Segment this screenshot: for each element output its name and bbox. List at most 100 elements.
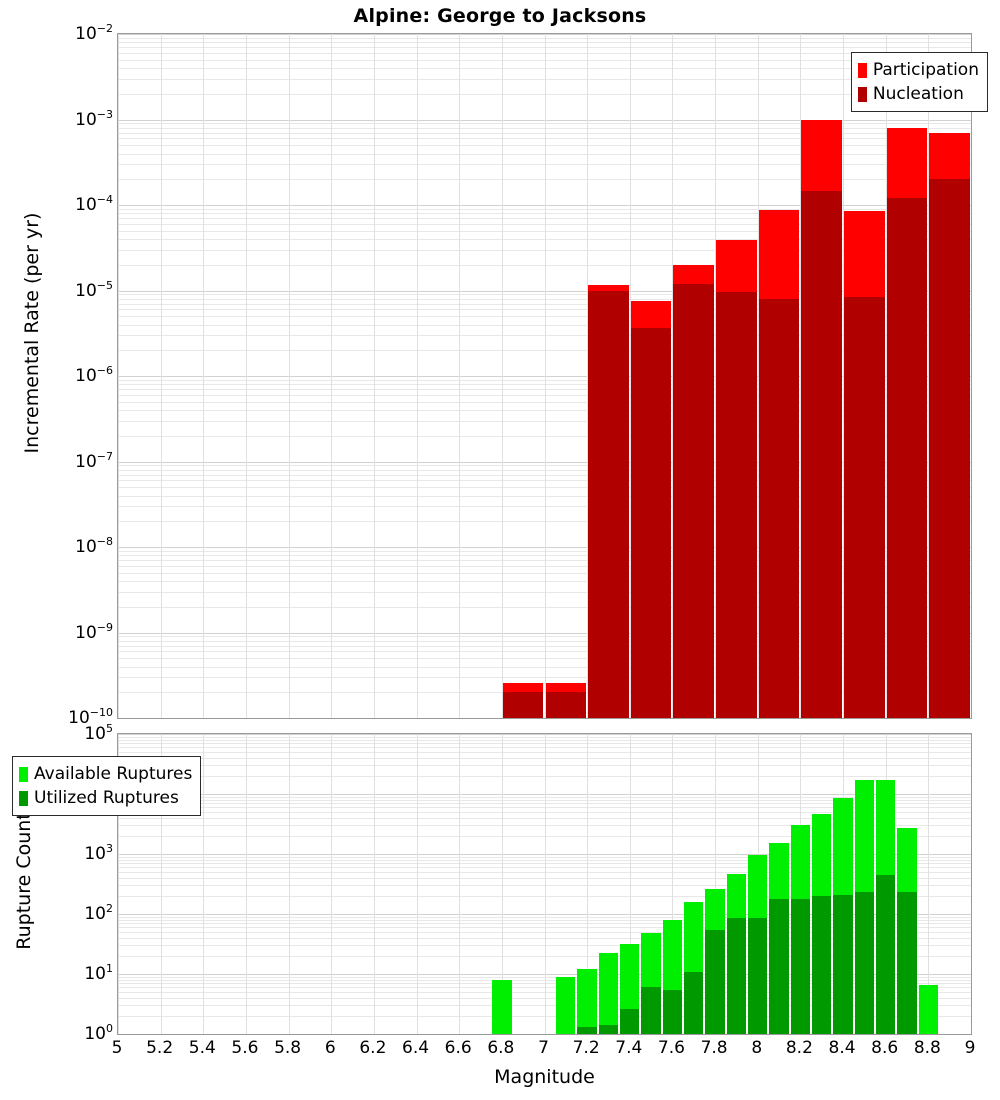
x-axis-tick-label: 6.2 [359, 1038, 387, 1058]
y-axis-tick-label: 10−6 [75, 364, 113, 386]
legend-label-nucleation: Nucleation [872, 83, 964, 104]
grid-line-vertical [544, 34, 546, 718]
grid-line-vertical [715, 34, 717, 718]
bar [705, 889, 725, 1034]
y-axis-tick-label: 100 [84, 1022, 113, 1044]
grid-line-vertical [331, 734, 333, 1034]
bar-segment [705, 929, 725, 1034]
y-axis-tick-label: 105 [84, 722, 113, 744]
bar [641, 933, 661, 1034]
grid-line-vertical [373, 734, 375, 1034]
x-axis-tick-label: 7.6 [657, 1038, 685, 1058]
legend-item-nucleation[interactable]: Nucleation [857, 82, 979, 106]
x-axis-ticks: 5 5.2 5.4 5.6 5.8 6 6.2 6.4 6.6 6.8 7 7.2 7.4 7.6 7.8 8… [112, 1038, 976, 1062]
legend-item-utilized-ruptures[interactable]: Utilized Ruptures [19, 786, 192, 810]
rupture-count-plot [117, 733, 972, 1035]
x-axis-tick-label: 6.8 [487, 1038, 515, 1058]
bar-segment [684, 971, 704, 1034]
bar-segment [673, 283, 715, 718]
grid-line-vertical [160, 34, 162, 718]
grid-line-vertical [245, 734, 247, 1034]
bar [630, 301, 672, 718]
x-axis-tick-label: 7.8 [700, 1038, 728, 1058]
legend-item-participation[interactable]: Participation [857, 58, 979, 82]
bar-segment [876, 875, 896, 1034]
x-axis-tick-label: 5.2 [146, 1038, 174, 1058]
bar-segment [598, 1025, 619, 1034]
bar-segment [545, 692, 587, 718]
y-axis-tick-label: 10−10 [68, 706, 113, 728]
bar-segment [758, 298, 800, 718]
legend-item-available-ruptures[interactable]: Available Ruptures [19, 762, 192, 786]
grid-line-vertical [203, 34, 205, 718]
bar [854, 780, 875, 1034]
grid-line-vertical [800, 34, 802, 718]
bar-segment [716, 292, 757, 718]
utilized-ruptures-swatch [19, 790, 28, 806]
x-axis-tick-label: 8 [751, 1038, 763, 1058]
bar [588, 285, 629, 718]
x-axis-label: Magnitude [494, 1066, 595, 1088]
y-axis-tick-label: 10−2 [75, 22, 113, 44]
grid-line [118, 1034, 971, 1035]
grid-line-vertical [459, 734, 461, 1034]
grid-line-vertical [288, 34, 290, 718]
grid-line-vertical [501, 34, 503, 718]
x-axis-tick-label: 7 [538, 1038, 549, 1058]
y-axis-tick-label: 10−3 [75, 107, 113, 130]
grid-line-vertical [118, 734, 119, 1034]
x-axis-tick-label: 6.6 [444, 1038, 472, 1058]
x-axis-tick-label: 8.4 [828, 1038, 856, 1058]
bar [502, 682, 544, 718]
grid-line-vertical [971, 734, 972, 1034]
grid-line-vertical [416, 34, 418, 718]
grid-line-vertical [629, 34, 631, 718]
y-axis-tick-label: 101 [84, 962, 113, 984]
available-ruptures-swatch [19, 766, 28, 782]
bar [812, 814, 832, 1034]
grid-line-vertical [629, 734, 631, 1034]
page-title: Alpine: George to Jacksons [353, 5, 647, 27]
grid-line-vertical [672, 734, 674, 1034]
grid-line-vertical [118, 34, 119, 718]
bar [662, 919, 683, 1034]
x-axis-tick-label: 8.2 [785, 1038, 813, 1058]
bar [897, 828, 917, 1034]
bar-segment [833, 894, 853, 1034]
grid-line-vertical [203, 734, 205, 1034]
incremental-rate-plot [117, 33, 972, 719]
bar [556, 976, 576, 1034]
grid-line-vertical [373, 34, 375, 718]
y-axis-label-top: Incremental Rate (per yr) [21, 212, 43, 454]
bar [545, 682, 587, 718]
bar [673, 264, 715, 718]
bar-segment [502, 692, 544, 718]
bar-segment [929, 179, 970, 718]
y-axis-tick-label: 10−9 [75, 620, 113, 643]
grid-line-vertical [501, 734, 503, 1034]
grid-line-vertical [672, 34, 674, 718]
bar [833, 798, 853, 1034]
bar [790, 825, 811, 1034]
x-axis-tick-label: 5.4 [188, 1038, 216, 1058]
bar [620, 943, 640, 1034]
bar-segment [769, 898, 789, 1034]
legend-top: Participation Nucleation [850, 52, 988, 112]
bar [758, 209, 800, 718]
y-axis-tick-label: 10−4 [75, 193, 113, 215]
grid-line-vertical [715, 734, 717, 1034]
x-axis-tick-label: 5.6 [231, 1038, 259, 1058]
bar-segment [897, 892, 917, 1034]
grid-line [118, 718, 971, 719]
bar [886, 127, 928, 718]
grid-line-vertical [544, 734, 546, 1034]
bar [801, 119, 843, 718]
grid-line-vertical [843, 34, 845, 718]
grid-line-vertical [160, 734, 162, 1034]
bar [748, 855, 768, 1034]
grid-line-vertical [757, 34, 759, 718]
y-axis-tick-label: 10−5 [75, 278, 113, 301]
legend-label-utilized-ruptures: Utilized Ruptures [34, 787, 179, 808]
legend-label-available-ruptures: Available Ruptures [34, 763, 193, 784]
